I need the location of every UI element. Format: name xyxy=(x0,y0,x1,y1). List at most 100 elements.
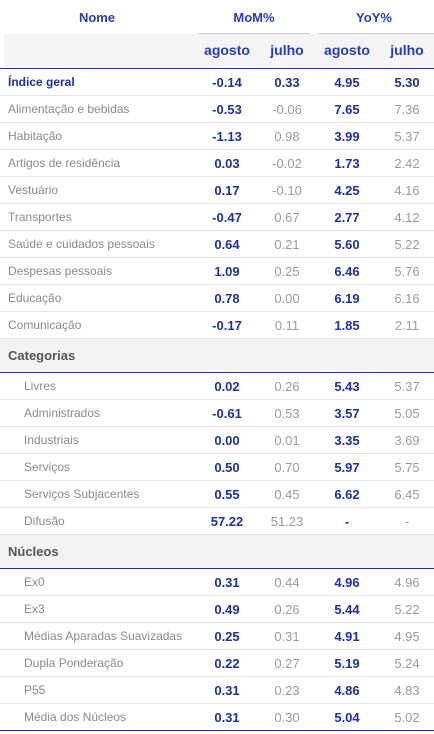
row-value: 5.37 xyxy=(394,379,420,394)
row-name: Despesas pessoais xyxy=(8,264,113,278)
row-value: -0.06 xyxy=(272,102,302,117)
row-line xyxy=(0,399,434,400)
row-name: Média dos Núcleos xyxy=(24,710,127,724)
row-line xyxy=(0,453,434,454)
row-value: 5.76 xyxy=(394,264,420,279)
row-value: 0.67 xyxy=(274,210,300,225)
row-line xyxy=(0,95,434,96)
header-line xyxy=(0,68,434,69)
row-name: Administrados xyxy=(24,406,101,420)
header-bg xyxy=(4,34,434,68)
row-value: 5.97 xyxy=(334,460,360,475)
row-value: 1.85 xyxy=(334,318,360,333)
header-cell: Nome xyxy=(78,10,116,25)
row-value: 0.31 xyxy=(274,629,300,644)
row-value: 0.31 xyxy=(214,575,240,590)
row-value: 0.31 xyxy=(214,710,240,725)
row-value: 4.96 xyxy=(334,575,360,590)
row-name: Serviços xyxy=(24,460,71,474)
row-line xyxy=(0,257,434,258)
row-name: Industriais xyxy=(24,433,79,447)
row-value: 4.86 xyxy=(334,683,360,698)
header-rule xyxy=(318,33,434,34)
row-value: 6.46 xyxy=(334,264,360,279)
row-line xyxy=(0,230,434,231)
row-value: 0.33 xyxy=(274,75,300,90)
row-line xyxy=(0,176,434,177)
row-value: 3.99 xyxy=(334,129,360,144)
row-line xyxy=(0,649,434,650)
row-value: 0.55 xyxy=(214,487,240,502)
row-value: 0.30 xyxy=(274,710,300,725)
subheader-cell: julho xyxy=(270,42,304,58)
header-cell: MoM% xyxy=(233,10,275,25)
row-line xyxy=(0,426,434,427)
row-line xyxy=(0,311,434,312)
row-value: 5.04 xyxy=(334,710,360,725)
row-value: 0.53 xyxy=(274,406,300,421)
row-value: 0.02 xyxy=(214,379,240,394)
row-value: 0.25 xyxy=(274,264,300,279)
row-value: 4.83 xyxy=(394,683,420,698)
row-line xyxy=(0,149,434,150)
row-line xyxy=(0,284,434,285)
header-cell: YoY% xyxy=(356,10,392,25)
row-name: Ex0 xyxy=(24,575,45,589)
row-name: Comunicação xyxy=(8,318,82,332)
row-value: 6.62 xyxy=(334,487,360,502)
row-value: 2.42 xyxy=(394,156,420,171)
row-name: Médias Aparadas Suavizadas xyxy=(24,629,183,643)
row-value: 0.17 xyxy=(214,183,240,198)
section-line xyxy=(0,568,434,569)
row-value: 0.11 xyxy=(274,318,300,333)
row-value: -0.53 xyxy=(212,102,242,117)
row-value: 6.45 xyxy=(394,487,420,502)
row-value: 0.45 xyxy=(274,487,300,502)
section-line xyxy=(0,372,434,373)
section-title: Núcleos xyxy=(8,544,59,559)
row-line xyxy=(0,203,434,204)
row-value: 5.37 xyxy=(394,129,420,144)
row-name: P55 xyxy=(24,683,46,697)
row-value: 5.22 xyxy=(394,237,420,252)
row-value: 3.57 xyxy=(334,406,360,421)
row-value: -0.14 xyxy=(212,75,242,90)
bottom-line xyxy=(0,730,434,731)
row-value: 5.60 xyxy=(334,237,360,252)
subheader-cell: agosto xyxy=(324,42,370,58)
row-value: 0.03 xyxy=(214,156,240,171)
row-value: 0.26 xyxy=(274,602,300,617)
row-line xyxy=(0,480,434,481)
row-line xyxy=(0,622,434,623)
row-value: 6.19 xyxy=(334,291,360,306)
row-value: 7.36 xyxy=(394,102,420,117)
row-value: 6.16 xyxy=(394,291,420,306)
row-value: - xyxy=(344,514,350,529)
row-line xyxy=(0,507,434,508)
row-value: 5.43 xyxy=(334,379,360,394)
row-name: Serviços Subjacentes xyxy=(24,487,140,501)
row-value: 5.05 xyxy=(394,406,420,421)
row-value: 0.78 xyxy=(214,291,240,306)
row-value: 0.25 xyxy=(214,629,240,644)
row-value: 0.22 xyxy=(214,656,240,671)
row-value: 0.49 xyxy=(214,602,240,617)
row-value: 4.25 xyxy=(334,183,360,198)
row-value: 0.98 xyxy=(274,129,300,144)
row-name: Livres xyxy=(24,379,57,393)
subheader-cell: julho xyxy=(390,42,424,58)
row-name: Educação xyxy=(8,291,62,305)
row-value: 5.75 xyxy=(394,460,420,475)
row-name: Índice geral xyxy=(8,75,75,89)
row-value: 51.23 xyxy=(270,514,304,529)
row-value: 0.64 xyxy=(214,237,240,252)
row-name: Habitação xyxy=(8,129,63,143)
section-title: Categorias xyxy=(8,348,76,363)
row-value: 4.96 xyxy=(394,575,420,590)
row-value: -0.10 xyxy=(272,183,302,198)
row-name: Vestuário xyxy=(8,183,59,197)
row-value: 0.27 xyxy=(274,656,300,671)
row-name: Saúde e cuidados pessoais xyxy=(8,237,155,251)
row-value: -0.17 xyxy=(212,318,242,333)
